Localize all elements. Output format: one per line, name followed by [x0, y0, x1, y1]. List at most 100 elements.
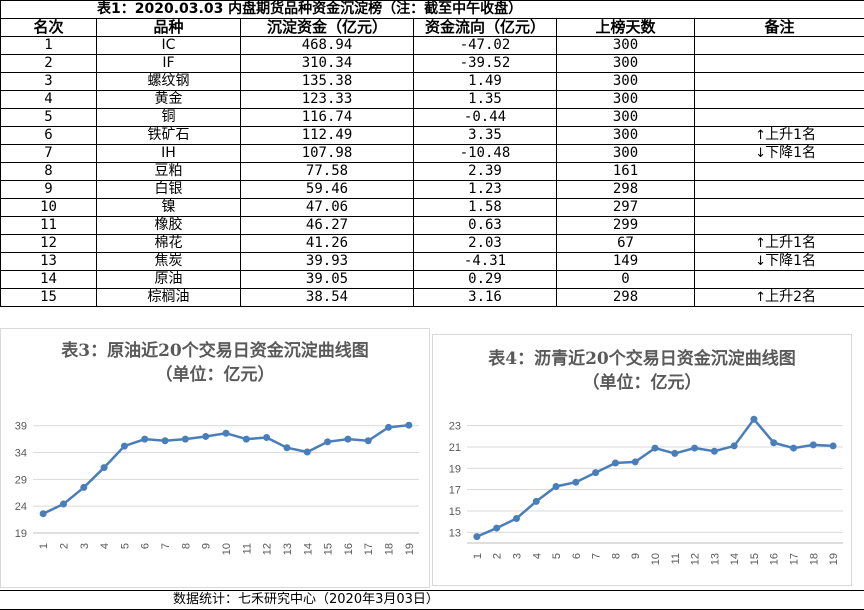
days-cell: 299: [557, 217, 695, 235]
header-days: 上榜天数: [557, 19, 695, 37]
x-tick-label: 7: [160, 543, 172, 549]
x-tick-label: 12: [262, 543, 274, 555]
header-note: 备注: [695, 19, 864, 37]
data-point: [101, 464, 108, 471]
data-point: [40, 510, 47, 517]
days-cell: 298: [557, 289, 695, 307]
data-point: [810, 441, 817, 448]
flow-cell: -47.02: [414, 37, 557, 55]
rank-cell: 7: [1, 145, 97, 163]
arrow-down-icon: ↓: [755, 145, 765, 162]
days-cell: 300: [557, 37, 695, 55]
header-rank: 名次: [1, 19, 97, 37]
data-point: [405, 422, 412, 429]
y-tick-label: 15: [449, 506, 461, 518]
arrow-down-icon: ↓: [755, 253, 765, 270]
y-tick-label: 13: [449, 527, 461, 539]
days-cell: 300: [557, 73, 695, 91]
arrow-up-icon: ↑: [755, 127, 765, 144]
funds-cell: 41.26: [241, 235, 414, 253]
days-cell: 298: [557, 181, 695, 199]
name-cell: 铜: [97, 109, 241, 127]
x-tick-label: 11: [670, 553, 682, 564]
data-point: [493, 525, 500, 532]
x-tick-label: 5: [119, 543, 131, 549]
x-tick-label: 18: [808, 553, 820, 565]
name-cell: 白银: [97, 181, 241, 199]
x-tick-label: 7: [591, 553, 603, 559]
x-tick-label: 6: [140, 543, 152, 549]
funds-cell: 468.94: [241, 37, 414, 55]
data-point: [324, 438, 331, 445]
table-title: 表1：2020.03.03 内盘期货品种资金沉淀榜（注：截至中午收盘）: [1, 1, 864, 19]
x-tick-label: 4: [531, 553, 543, 559]
name-cell: 棉花: [97, 235, 241, 253]
days-cell: 300: [557, 109, 695, 127]
x-tick-label: 11: [241, 543, 253, 554]
data-point: [223, 430, 230, 437]
flow-cell: 2.39: [414, 163, 557, 181]
x-tick-label: 8: [610, 553, 622, 559]
funds-cell: 39.05: [241, 271, 414, 289]
note-cell: [695, 37, 864, 55]
funds-cell: 47.06: [241, 199, 414, 217]
data-point: [533, 498, 540, 505]
funds-cell: 116.74: [241, 109, 414, 127]
data-point: [691, 445, 698, 452]
flow-cell: 2.03: [414, 235, 557, 253]
series-line: [477, 419, 833, 536]
note-cell: [695, 73, 864, 91]
note-cell: [695, 91, 864, 109]
note-cell: [695, 217, 864, 235]
y-tick-label: 21: [449, 442, 461, 454]
table-header-row: 名次 品种 沉淀资金（亿元） 资金流向（亿元） 上榜天数 备注: [1, 19, 864, 37]
footer-text: 数据统计：七禾研究中心（2020年3月03日）: [173, 591, 439, 609]
rank-cell: 15: [1, 289, 97, 307]
name-cell: 原油: [97, 271, 241, 289]
data-point: [711, 448, 718, 455]
data-point: [121, 443, 128, 450]
data-point: [283, 444, 290, 451]
x-tick-label: 1: [472, 553, 484, 559]
rank-cell: 8: [1, 163, 97, 181]
data-point: [572, 479, 579, 486]
header-flow: 资金流向（亿元）: [414, 19, 557, 37]
data-point: [671, 450, 678, 457]
flow-cell: 3.35: [414, 127, 557, 145]
name-cell: 豆粕: [97, 163, 241, 181]
funds-cell: 77.58: [241, 163, 414, 181]
data-point: [304, 449, 311, 456]
x-tick-label: 1: [38, 543, 50, 549]
rank-cell: 2: [1, 55, 97, 73]
fund-ranking-table: 表1：2020.03.03 内盘期货品种资金沉淀榜（注：截至中午收盘） 名次 品…: [0, 0, 864, 307]
data-point: [365, 437, 372, 444]
note-text: 下降1名: [765, 253, 816, 269]
note-cell: [695, 109, 864, 127]
days-cell: 300: [557, 145, 695, 163]
x-tick-label: 14: [302, 543, 314, 555]
note-cell: ↑上升1名: [695, 235, 864, 253]
x-tick-label: 10: [650, 553, 662, 565]
days-cell: 0: [557, 271, 695, 289]
note-cell: [695, 199, 864, 217]
flow-cell: 1.49: [414, 73, 557, 91]
funds-cell: 107.98: [241, 145, 414, 163]
note-text: 上升2名: [765, 289, 816, 305]
name-cell: 棕榈油: [97, 289, 241, 307]
x-tick-label: 16: [343, 543, 355, 555]
arrow-up-icon: ↑: [755, 235, 765, 252]
rank-cell: 4: [1, 91, 97, 109]
note-text: 上升1名: [765, 235, 816, 251]
y-tick-label: 39: [15, 421, 27, 433]
flow-cell: 1.23: [414, 181, 557, 199]
